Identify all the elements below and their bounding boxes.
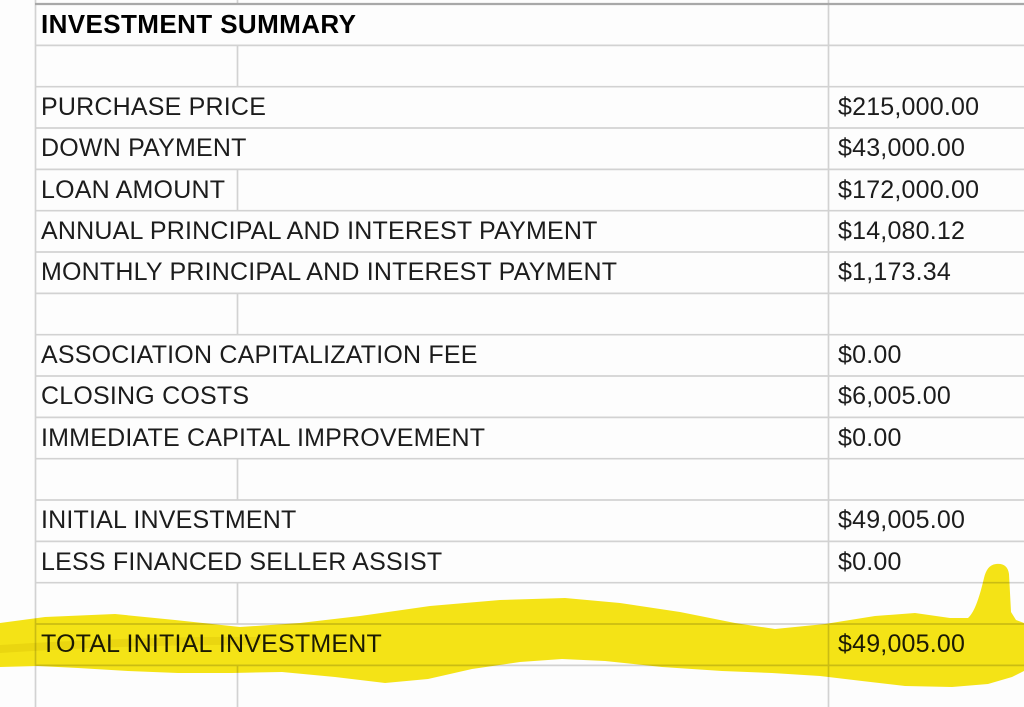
- value-cell[interactable]: $0.00: [838, 423, 902, 452]
- label-cell[interactable]: PURCHASE PRICE: [41, 92, 267, 121]
- spreadsheet-row: IMMEDIATE CAPITAL IMPROVEMENT $0.00: [0, 417, 1024, 458]
- spreadsheet-row: INVESTMENT SUMMARY: [0, 4, 1024, 45]
- spreadsheet-row: ASSOCIATION CAPITALIZATION FEE $0.00: [0, 335, 1024, 376]
- value-cell[interactable]: $0.00: [838, 340, 902, 369]
- label-cell[interactable]: CLOSING COSTS: [41, 382, 250, 411]
- spreadsheet-row: CLOSING COSTS $6,005.00: [0, 376, 1024, 417]
- value-cell[interactable]: $215,000.00: [838, 92, 980, 121]
- label-cell[interactable]: ANNUAL PRINCIPAL AND INTEREST PAYMENT: [41, 216, 598, 245]
- label-cell[interactable]: LESS FINANCED SELLER ASSIST: [41, 547, 443, 576]
- spreadsheet-row: INITIAL INVESTMENT $49,005.00: [0, 500, 1024, 541]
- spreadsheet-row: ANNUAL PRINCIPAL AND INTEREST PAYMENT $1…: [0, 211, 1024, 252]
- spreadsheet-row: DOWN PAYMENT $43,000.00: [0, 128, 1024, 169]
- spreadsheet-row: MONTHLY PRINCIPAL AND INTEREST PAYMENT $…: [0, 252, 1024, 293]
- value-cell[interactable]: $172,000.00: [838, 175, 980, 204]
- value-cell[interactable]: $49,005.00: [838, 506, 966, 535]
- label-cell[interactable]: MONTHLY PRINCIPAL AND INTEREST PAYMENT: [41, 258, 618, 287]
- spreadsheet-row: LOAN AMOUNT $172,000.00: [0, 169, 1024, 210]
- label-cell[interactable]: INITIAL INVESTMENT: [41, 506, 297, 535]
- label-cell[interactable]: IMMEDIATE CAPITAL IMPROVEMENT: [41, 423, 486, 452]
- value-cell[interactable]: $0.00: [838, 547, 902, 576]
- value-cell[interactable]: $1,173.34: [838, 258, 952, 287]
- label-cell[interactable]: ASSOCIATION CAPITALIZATION FEE: [41, 340, 478, 369]
- label-cell[interactable]: DOWN PAYMENT: [41, 134, 247, 163]
- value-cell[interactable]: $6,005.00: [838, 382, 952, 411]
- spreadsheet-row: PURCHASE PRICE $215,000.00: [0, 87, 1024, 128]
- spreadsheet-row: LESS FINANCED SELLER ASSIST $0.00: [0, 541, 1024, 582]
- value-cell[interactable]: $43,000.00: [838, 134, 966, 163]
- label-cell[interactable]: LOAN AMOUNT: [41, 175, 226, 204]
- value-cell[interactable]: $14,080.12: [838, 216, 966, 245]
- sheet-title[interactable]: INVESTMENT SUMMARY: [41, 9, 357, 40]
